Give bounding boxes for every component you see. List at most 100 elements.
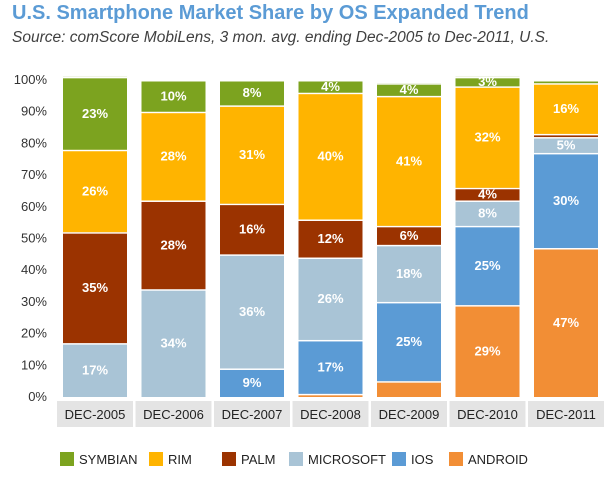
data-label: 29%: [474, 344, 500, 359]
segment-separator: [377, 301, 441, 304]
data-label: 17%: [317, 359, 343, 374]
y-tick-label: 0%: [28, 389, 47, 404]
data-label: 26%: [317, 291, 343, 306]
data-label: 18%: [396, 266, 422, 281]
segment-separator: [220, 80, 284, 82]
x-label-band: [135, 401, 212, 427]
legend-swatch-ios: [392, 452, 406, 466]
bar-segment-microsoft: [141, 289, 206, 397]
segment-separator: [534, 83, 598, 85]
y-tick-label: 100%: [14, 72, 48, 87]
bar-segment-palm: [534, 133, 598, 138]
data-label: 8%: [478, 206, 497, 221]
data-label: 23%: [82, 106, 108, 121]
legend-swatch-android: [449, 452, 463, 466]
bar-segment-symbian: [455, 76, 520, 87]
x-label-band: [449, 401, 526, 427]
bar-segment-palm: [455, 187, 520, 201]
legend-label: PALM: [241, 452, 275, 467]
data-label: 10%: [160, 88, 186, 103]
data-label: 16%: [239, 221, 265, 236]
segment-separator: [63, 232, 127, 234]
bar-segment-palm: [377, 225, 441, 245]
data-label: 28%: [160, 149, 186, 164]
data-label: 41%: [396, 153, 422, 168]
legend-label: RIM: [168, 452, 192, 467]
segment-separator: [455, 187, 520, 190]
data-label: 4%: [400, 82, 419, 97]
bar-segment-palm: [141, 200, 206, 290]
segment-separator: [141, 80, 206, 82]
x-tick-label: DEC-2008: [300, 407, 361, 422]
data-label: 28%: [160, 237, 186, 252]
data-label: 12%: [317, 231, 343, 246]
segment-separator: [141, 111, 206, 114]
bar-segment-android: [298, 393, 363, 397]
data-label: 30%: [553, 193, 579, 208]
data-label: 35%: [82, 280, 108, 295]
segment-separator: [298, 219, 363, 221]
data-label: 16%: [553, 101, 579, 116]
bar-segment-ios: [377, 301, 441, 382]
x-tick-label: DEC-2011: [536, 407, 596, 422]
segment-separator: [220, 105, 284, 107]
legend-label: ANDROID: [468, 452, 528, 467]
bar-segment-microsoft: [298, 257, 363, 340]
bar-segment-rim: [220, 105, 284, 204]
segment-separator: [220, 203, 284, 206]
bar-segment-symbian: [377, 83, 441, 96]
segment-separator: [298, 393, 363, 396]
data-label: 17%: [82, 363, 108, 378]
segment-separator: [298, 339, 363, 342]
y-tick-label: 50%: [21, 231, 47, 246]
bar-segment-microsoft: [377, 244, 441, 302]
data-label: 3%: [478, 74, 497, 89]
y-tick-label: 10%: [21, 357, 47, 372]
x-tick-label: DEC-2006: [143, 407, 204, 422]
bar-segment-palm: [298, 219, 363, 258]
segment-separator: [63, 343, 127, 345]
bar-segment-rim: [298, 92, 363, 220]
segment-separator: [455, 305, 520, 307]
bar-segment-ios: [220, 368, 284, 397]
bar-segment-android: [377, 381, 441, 397]
data-label: 26%: [82, 183, 108, 198]
y-axis: 0% 10% 20% 30% 40% 50% 60% 70% 80% 90% 100%: [14, 72, 48, 404]
x-label-band: [292, 401, 369, 427]
y-tick-label: 60%: [21, 199, 47, 214]
segment-separator: [220, 254, 284, 256]
bar-segment-microsoft: [63, 343, 127, 397]
bars: [63, 76, 598, 397]
x-label-band: [57, 401, 133, 427]
segment-separator: [141, 289, 206, 291]
data-label: 5%: [557, 137, 576, 152]
segment-separator: [377, 225, 441, 228]
bar-segment-ios: [455, 225, 520, 306]
y-tick-label: 80%: [21, 135, 47, 150]
data-label: 34%: [160, 336, 186, 351]
y-tick-label: 90%: [21, 104, 47, 119]
data-label: 6%: [400, 228, 419, 243]
segment-separator: [534, 248, 598, 250]
segment-separator: [534, 133, 598, 136]
data-label: 8%: [243, 85, 262, 100]
bar-segment-symbian: [534, 80, 598, 84]
bar-segment-rim: [534, 83, 598, 134]
legend-label: SYMBIAN: [79, 452, 138, 467]
segment-separator: [534, 137, 598, 139]
bar-segment-microsoft: [534, 137, 598, 153]
segment-separator: [298, 92, 363, 95]
legend-swatch-rim: [149, 452, 163, 466]
x-tick-label: DEC-2007: [222, 407, 283, 422]
segment-separator: [377, 83, 441, 85]
data-label: 40%: [317, 149, 343, 164]
bar-segment-android: [534, 248, 598, 397]
legend-swatch-symbian: [60, 452, 74, 466]
bar-segment-android: [455, 305, 520, 397]
segment-separator: [63, 149, 127, 152]
data-label: 9%: [243, 375, 262, 390]
segment-separator: [298, 80, 363, 82]
chart-subtitle: Source: comScore MobiLens, 3 mon. avg. e…: [12, 29, 550, 46]
segment-separator: [220, 368, 284, 370]
legend-swatch-palm: [222, 452, 236, 466]
